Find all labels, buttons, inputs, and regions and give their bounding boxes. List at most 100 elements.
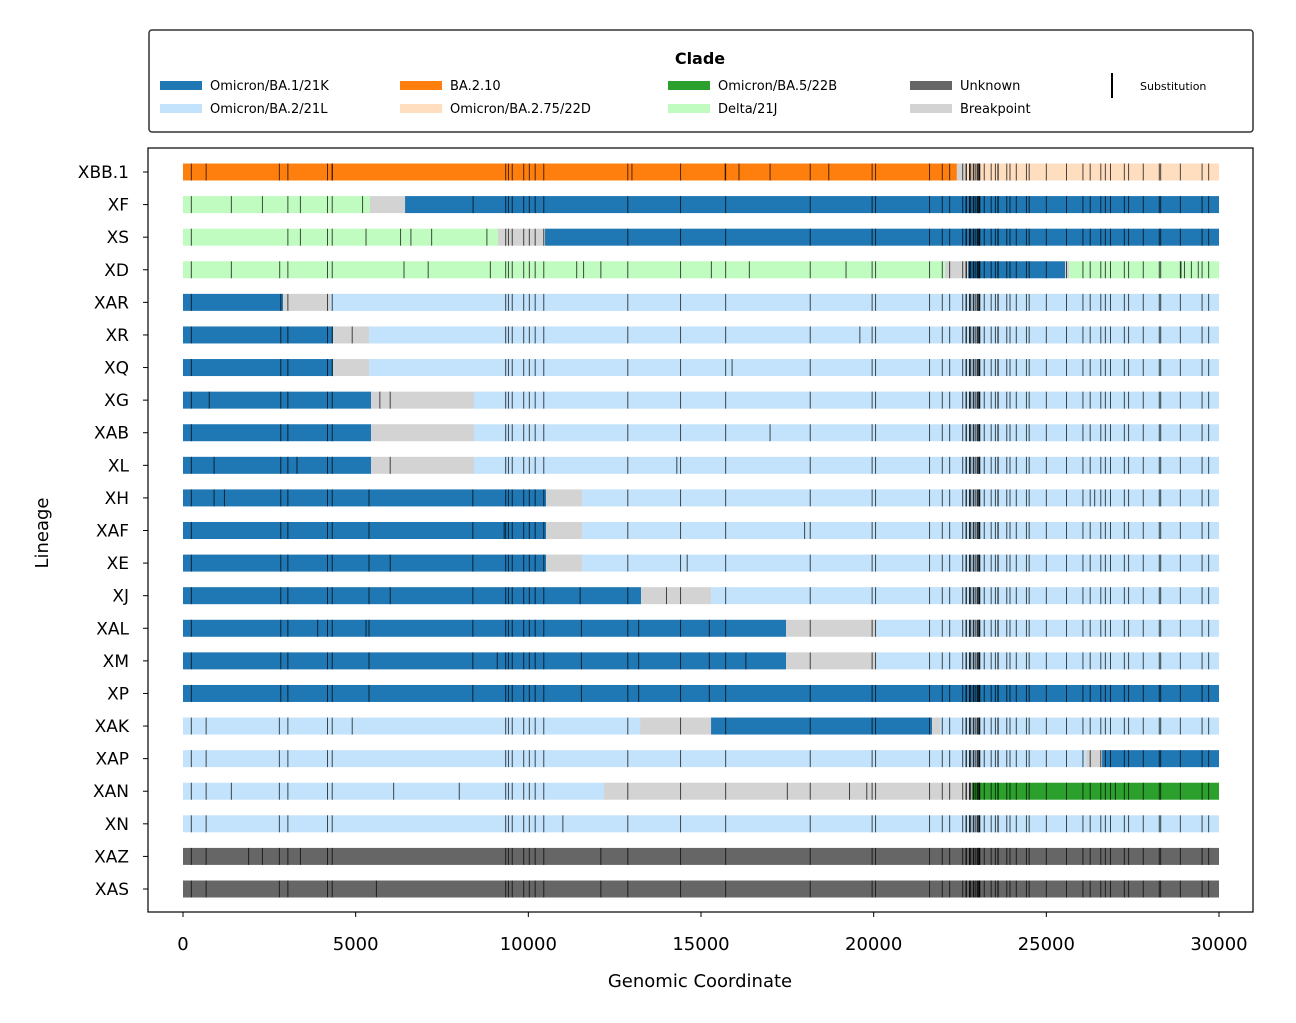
segment-bar [932, 717, 941, 735]
axes: XBB.1 XF XS XD XAR XR XQ XG XAB XL XH XAF XE XJ XAL XM X… [78, 163, 1248, 955]
lineage-row [183, 750, 1219, 768]
y-tick-label: XAS [95, 880, 129, 900]
legend-swatch [910, 81, 952, 90]
segment-bar [876, 652, 1219, 670]
y-tick-label: XR [106, 326, 130, 346]
x-tick-label: 0 [177, 934, 188, 955]
legend-label: Delta/21J [718, 102, 777, 117]
segment-bar [474, 391, 1219, 409]
y-tick-label: XAL [96, 619, 129, 639]
segment-bar [940, 717, 1219, 735]
legend: Omicron/BA.1/21K Omicron/BA.2/21L BA.2.10 O… [160, 79, 1031, 117]
segment-bar [183, 293, 284, 311]
segment-bar [333, 326, 370, 344]
segment-bar [183, 619, 787, 637]
lineage-row [183, 424, 1219, 442]
x-tick-label: 15000 [672, 934, 729, 955]
segment-bar [183, 880, 1219, 898]
legend-label: Omicron/BA.2/21L [210, 102, 328, 117]
segment-bar [546, 489, 583, 507]
legend-label: Breakpoint [960, 102, 1031, 117]
lineage-row [183, 228, 1219, 246]
x-tick-label: 10000 [500, 934, 557, 955]
lineage-row [183, 717, 1219, 735]
lineage-row [183, 163, 1219, 181]
segment-bar [498, 228, 546, 246]
segment-bar [330, 293, 1219, 311]
segment-bar [369, 196, 406, 214]
y-tick-label: XAF [96, 522, 129, 542]
lineage-row [183, 456, 1219, 474]
segment-bar [183, 684, 1219, 702]
segment-bar [183, 522, 547, 539]
legend-label: Omicron/BA.2.75/22D [450, 102, 591, 117]
y-tick-label: XG [104, 391, 129, 411]
segment-bar [546, 554, 583, 572]
legend-substitution-label: Substitution [1140, 80, 1206, 93]
lineage-row [183, 326, 1219, 344]
lineage-row [183, 489, 1219, 507]
segment-bar [183, 554, 547, 572]
lineage-row [183, 554, 1219, 572]
x-axis-label: Genomic Coordinate [608, 971, 792, 992]
y-tick-label: XAP [95, 750, 129, 770]
y-tick-label: XAR [94, 293, 129, 313]
y-tick-label: XP [107, 684, 129, 704]
y-tick-label: XJ [112, 587, 129, 607]
y-tick-label: XE [107, 554, 129, 574]
legend-label: Omicron/BA.5/22B [718, 79, 837, 94]
segment-bar [711, 717, 933, 735]
segment-bar [582, 489, 1219, 507]
segment-bar [183, 847, 1219, 865]
segment-bar [369, 359, 1219, 377]
y-tick-label: XS [107, 228, 129, 248]
segment-bar [1069, 261, 1219, 279]
segment-bar [183, 391, 372, 409]
segment-bar [582, 554, 1219, 572]
segment-bar [183, 359, 334, 377]
lineage-row [183, 782, 1219, 800]
segment-bar [183, 424, 372, 442]
segment-bar [545, 228, 1219, 246]
y-tick-label: XQ [104, 359, 129, 379]
segment-bar [956, 163, 966, 181]
x-tick-label: 25000 [1018, 934, 1075, 955]
lineage-row [183, 293, 1219, 311]
segment-bar [582, 522, 1219, 539]
y-tick-label: XL [108, 456, 130, 476]
y-tick-label: XD [104, 261, 129, 281]
lineage-row [183, 391, 1219, 409]
legend-label: Unknown [960, 79, 1020, 94]
legend-label: BA.2.10 [450, 79, 501, 94]
lineage-row [183, 261, 1219, 279]
lineage-row [183, 619, 1219, 637]
segment-bar [283, 293, 331, 311]
lineage-row [183, 522, 1219, 539]
segment-bar [371, 456, 475, 474]
segment-bar [183, 456, 372, 474]
x-tick-label: 20000 [845, 934, 902, 955]
segment-bar [641, 587, 712, 605]
lineage-row [183, 652, 1219, 670]
segment-bar [546, 522, 583, 539]
legend-label: Omicron/BA.1/21K [210, 79, 329, 94]
lineage-row [183, 359, 1219, 377]
legend-swatch [668, 104, 710, 113]
segment-bar [369, 326, 1219, 344]
segment-bar [183, 750, 1087, 768]
segment-bar [604, 782, 973, 800]
bars [183, 163, 1220, 898]
segment-bar [711, 587, 1219, 605]
segment-bar [183, 163, 957, 181]
legend-swatch [400, 104, 442, 113]
lineage-row [183, 587, 1219, 605]
segment-bar [972, 782, 1219, 800]
segment-bar [333, 359, 370, 377]
segment-bar [371, 424, 475, 442]
segment-bar [371, 391, 475, 409]
legend-title: Clade [675, 49, 725, 68]
segment-bar [183, 652, 787, 670]
segment-bar [786, 652, 877, 670]
